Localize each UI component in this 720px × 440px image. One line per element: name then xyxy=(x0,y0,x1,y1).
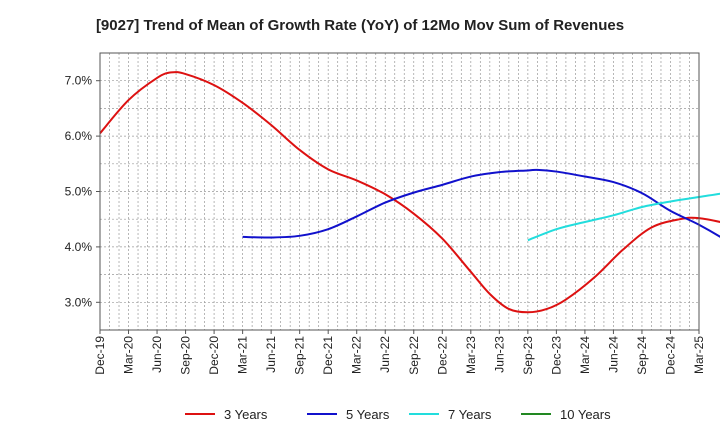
y-tick-label: 6.0% xyxy=(65,129,93,143)
x-tick-label: Dec-22 xyxy=(435,336,449,375)
x-tick-label: Dec-21 xyxy=(321,336,335,375)
legend-label-3-years: 3 Years xyxy=(224,407,268,422)
legend-label-7-years: 7 Years xyxy=(448,407,492,422)
chart-title: [9027] Trend of Mean of Growth Rate (YoY… xyxy=(96,17,624,34)
x-tick-label: Jun-24 xyxy=(606,336,620,373)
x-tick-label: Sep-20 xyxy=(179,336,193,375)
y-tick-label: 5.0% xyxy=(65,185,93,199)
x-tick-label: Mar-21 xyxy=(236,336,250,374)
x-tick-label: Mar-24 xyxy=(578,336,592,374)
y-tick-label: 4.0% xyxy=(65,240,93,254)
x-tick-label: Mar-25 xyxy=(692,336,706,374)
x-tick-label: Jun-21 xyxy=(264,336,278,373)
x-tick-label: Mar-22 xyxy=(350,336,364,374)
x-tick-label: Mar-20 xyxy=(122,336,136,374)
series-line-5-years xyxy=(242,168,720,239)
legend-label-10-years: 10 Years xyxy=(560,407,611,422)
x-tick-label: Dec-23 xyxy=(549,336,563,375)
legend: 3 Years 5 Years 7 Years 10 Years xyxy=(185,407,611,422)
axis-layer: 3.0% 4.0% 5.0% 6.0% 7.0% Dec-19 Mar-20 Jun-20 Se… xyxy=(65,74,706,375)
x-tick-label: Sep-23 xyxy=(521,336,535,375)
x-tick-label: Dec-24 xyxy=(663,336,677,375)
series-line-7-years xyxy=(527,192,720,242)
y-tick-label: 7.0% xyxy=(65,74,93,88)
x-tick-label: Dec-19 xyxy=(93,336,107,375)
x-tick-label: Jun-23 xyxy=(492,336,506,373)
legend-label-5-years: 5 Years xyxy=(346,407,390,422)
x-tick-label: Jun-20 xyxy=(150,336,164,373)
grid-layer xyxy=(100,53,699,330)
x-tick-label: Sep-22 xyxy=(407,336,421,375)
x-tick-label: Mar-23 xyxy=(464,336,478,374)
x-tick-label: Jun-22 xyxy=(378,336,392,373)
x-tick-label: Sep-24 xyxy=(635,336,649,375)
x-tick-label: Dec-20 xyxy=(207,336,221,375)
series-layer xyxy=(99,71,720,314)
series-line-3-years xyxy=(99,71,720,314)
y-tick-label: 3.0% xyxy=(65,295,93,309)
x-tick-label: Sep-21 xyxy=(293,336,307,375)
